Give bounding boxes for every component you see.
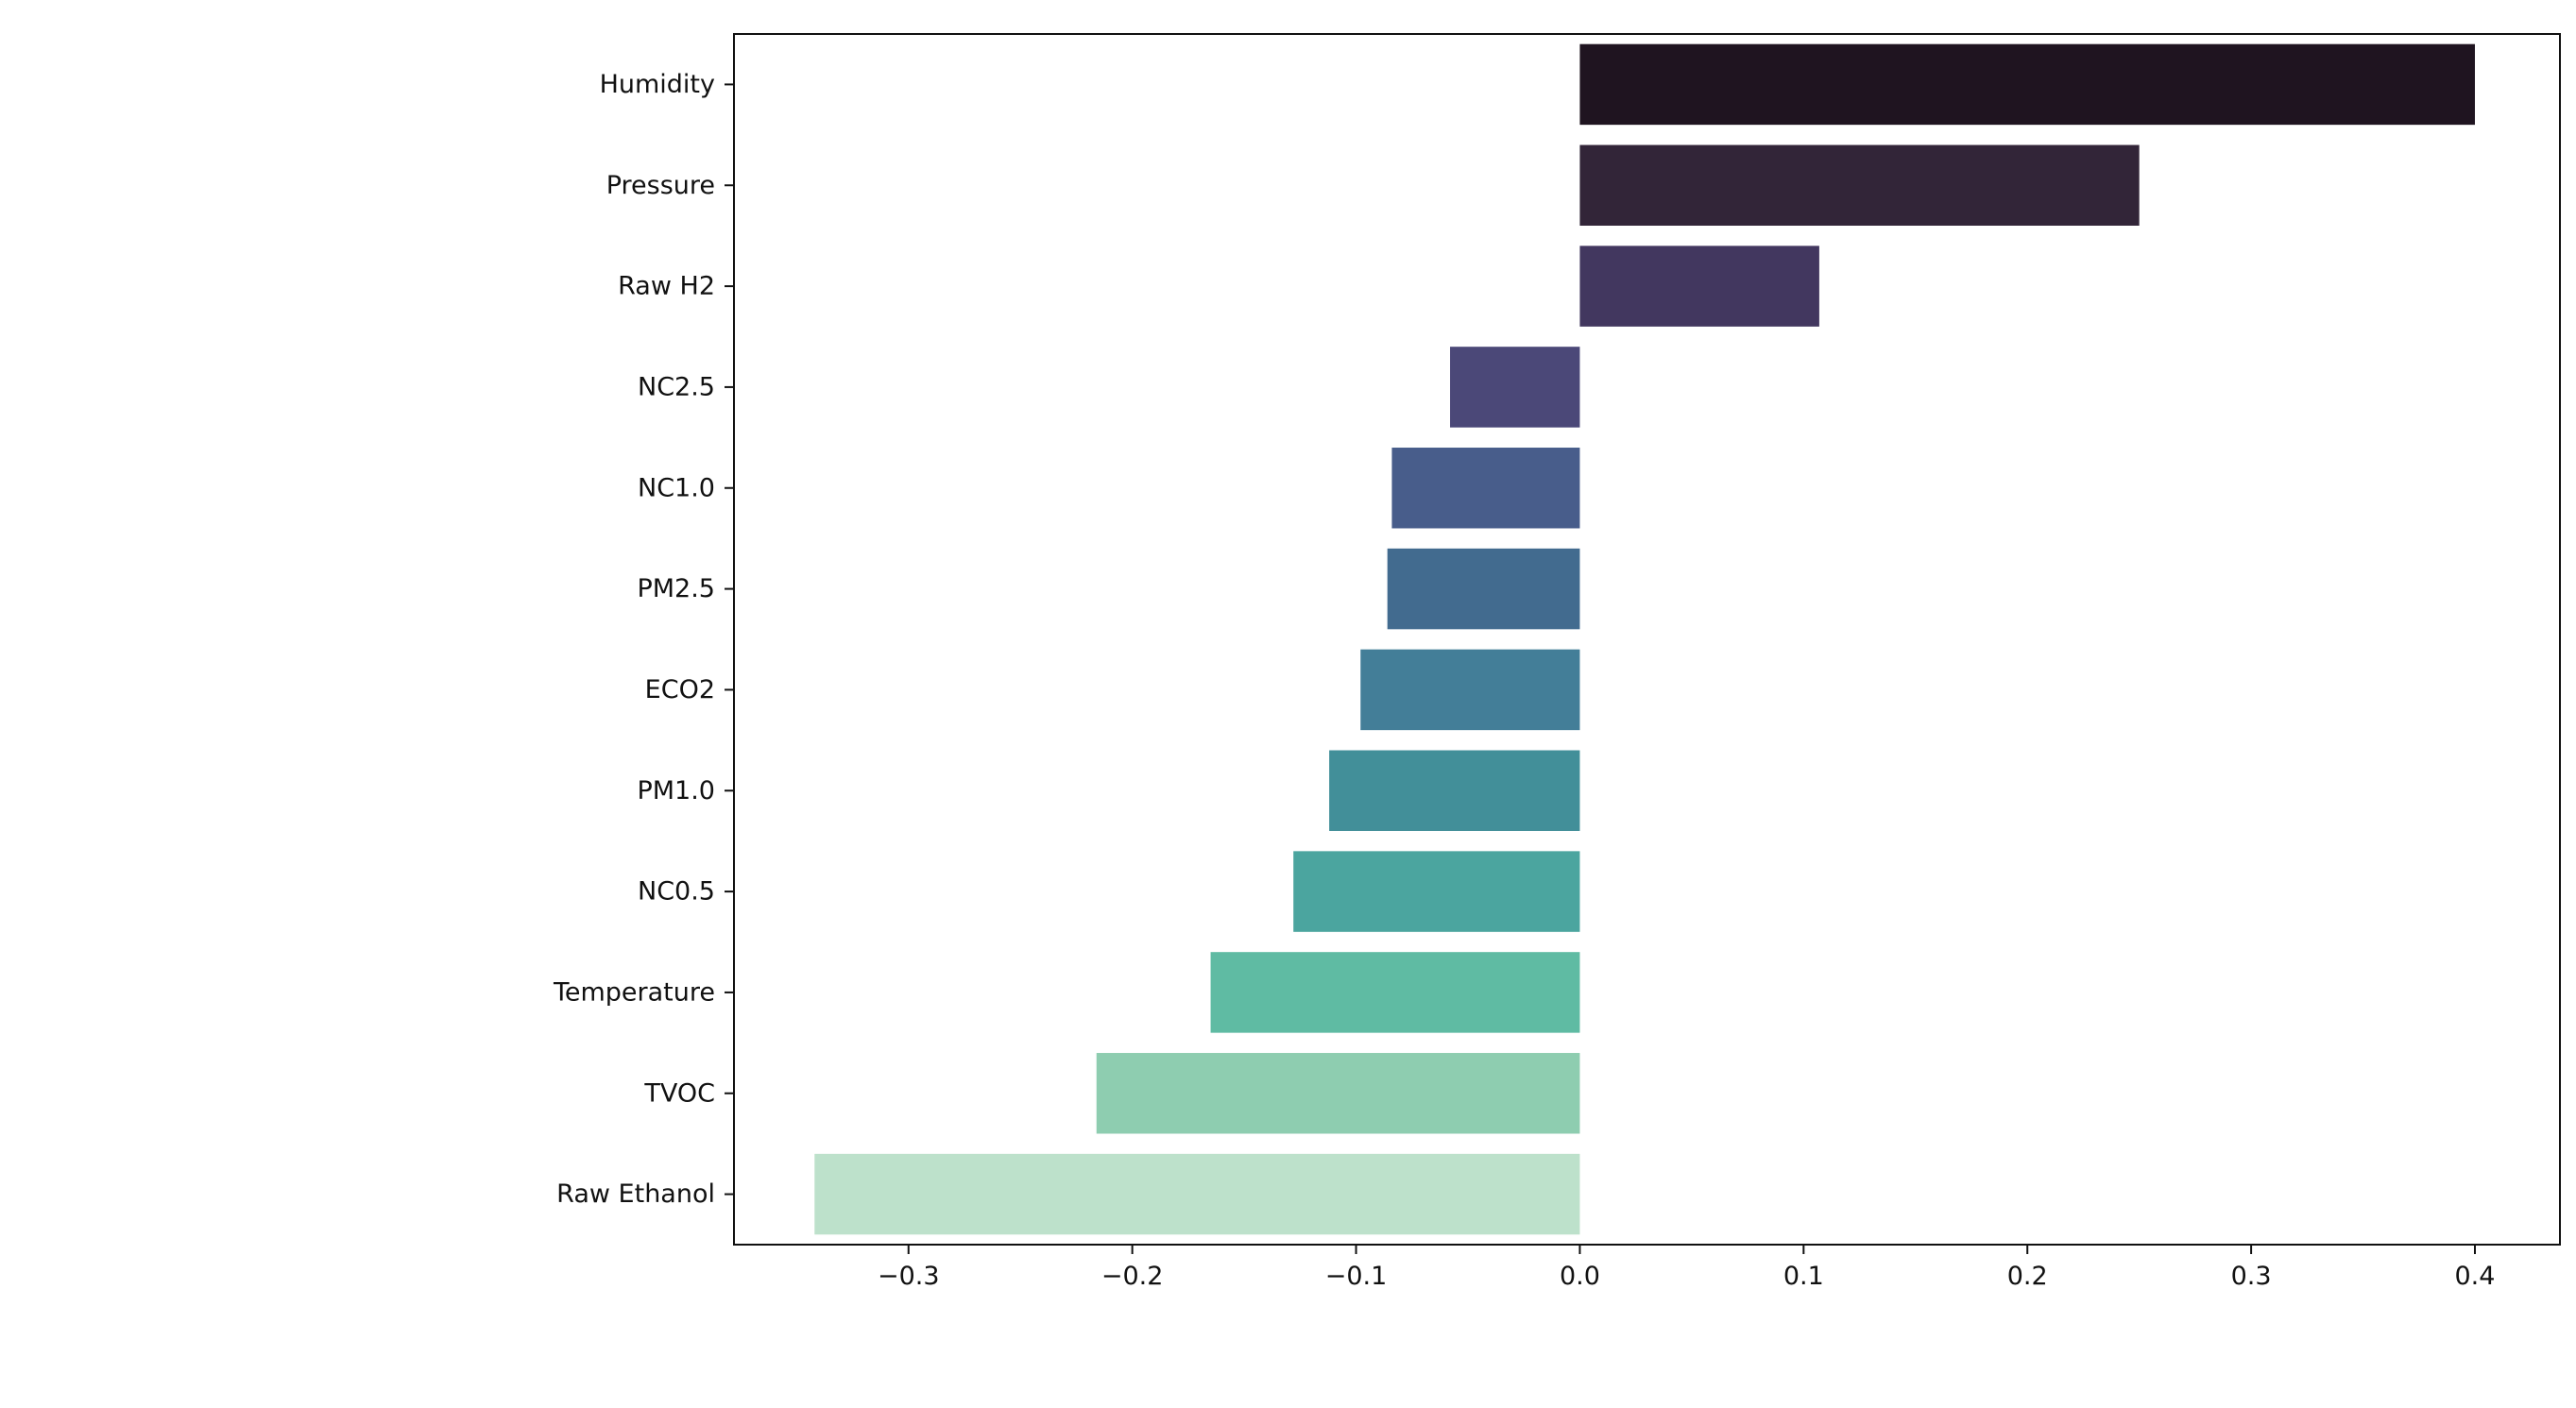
bar-nc1-0 [1391, 448, 1580, 529]
x-tick-label: 0.4 [2455, 1262, 2496, 1291]
bar-temperature [1210, 952, 1580, 1033]
plot-frame [733, 33, 2561, 1246]
bar-pm2-5 [1387, 548, 1580, 630]
x-tick-label: 0.3 [2231, 1262, 2272, 1291]
y-tick-label: NC1.0 [638, 473, 715, 502]
bar-pm1-0 [1329, 750, 1580, 831]
y-tick-label: Raw H2 [618, 272, 715, 301]
x-tick-label: 0.0 [1560, 1262, 1600, 1291]
bar-humidity [1579, 43, 2475, 126]
y-tick-label: TVOC [643, 1078, 715, 1108]
y-tick-label: Humidity [600, 70, 715, 99]
y-axis: Humidity Pressure Raw H2 NC2.5 NC1.0 PM2.5 ECO… [553, 70, 734, 1209]
y-tick-label: PM1.0 [637, 776, 715, 806]
y-tick-label: NC0.5 [638, 877, 715, 907]
x-tick-label: −0.2 [1101, 1262, 1164, 1291]
y-tick-label: Temperature [553, 977, 715, 1007]
bar-eco2 [1360, 649, 1580, 731]
x-tick-label: 0.2 [2007, 1262, 2048, 1291]
bars-layer [814, 43, 2475, 1235]
bar-raw-h2 [1579, 246, 1819, 327]
y-tick-label: Pressure [606, 171, 715, 200]
y-tick-label: Raw Ethanol [556, 1179, 715, 1209]
x-tick-label: −0.3 [878, 1262, 940, 1291]
bar-pressure [1579, 144, 2140, 226]
x-tick-label: 0.1 [1783, 1262, 1824, 1291]
y-tick-label: NC2.5 [638, 372, 715, 401]
x-axis: −0.3 −0.2 −0.1 0.0 0.1 0.2 0.3 0.4 [878, 1245, 2495, 1291]
x-tick-label: −0.1 [1325, 1262, 1388, 1291]
y-tick-label: ECO2 [645, 675, 715, 704]
bar-nc0-5 [1293, 851, 1580, 932]
y-tick-label: PM2.5 [637, 574, 715, 603]
bar-tvoc [1096, 1053, 1580, 1134]
bar-raw-ethanol [814, 1153, 1580, 1235]
bar-nc2-5 [1450, 347, 1580, 428]
